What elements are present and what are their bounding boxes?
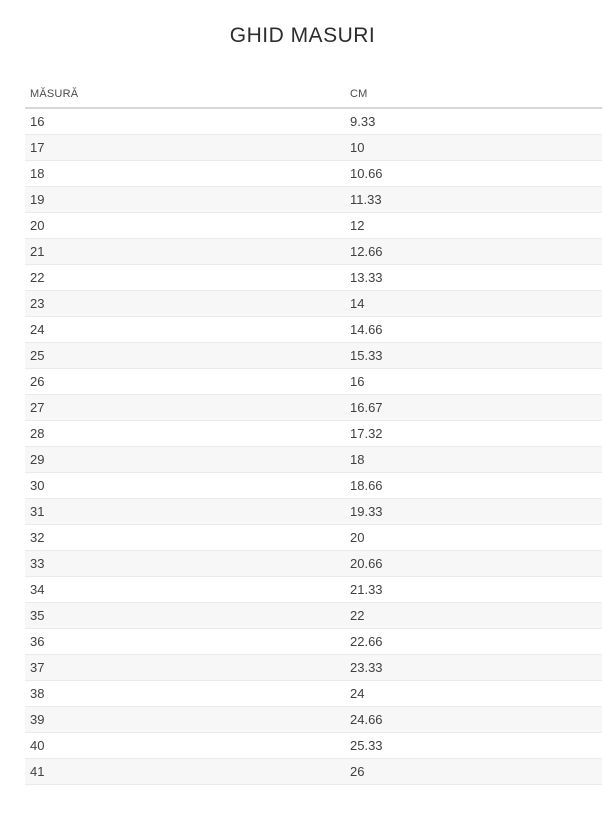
size-cell: 23: [25, 290, 345, 317]
size-guide-table-container: MĂSURĂ CM 16 9.33 17 10 18 10.66 19 11.33 20 12 21…: [25, 88, 602, 785]
size-cell: 31: [25, 498, 345, 525]
cm-cell: 18: [345, 446, 602, 473]
table-row: 17 10: [25, 134, 602, 161]
size-cell: 17: [25, 134, 345, 161]
size-cell: 36: [25, 628, 345, 655]
cm-cell: 17.32: [345, 420, 602, 447]
size-cell: 19: [25, 186, 345, 213]
size-cell: 26: [25, 368, 345, 395]
size-cell: 40: [25, 732, 345, 759]
table-body: 16 9.33 17 10 18 10.66 19 11.33 20 12 21 12.66 22 13.…: [25, 108, 602, 785]
size-cell: 39: [25, 706, 345, 733]
cm-cell: 24: [345, 680, 602, 707]
cm-cell: 22: [345, 602, 602, 629]
table-row: 19 11.33: [25, 186, 602, 213]
cm-cell: 19.33: [345, 498, 602, 525]
size-cell: 41: [25, 758, 345, 785]
table-row: 31 19.33: [25, 498, 602, 525]
cm-cell: 21.33: [345, 576, 602, 603]
cm-cell: 13.33: [345, 264, 602, 291]
table-row: 25 15.33: [25, 342, 602, 369]
size-cell: 37: [25, 654, 345, 681]
size-cell: 33: [25, 550, 345, 577]
size-cell: 35: [25, 602, 345, 629]
cm-cell: 14.66: [345, 316, 602, 343]
page-title: GHID MASURI: [229, 24, 376, 47]
table-row: 26 16: [25, 368, 602, 395]
size-cell: 28: [25, 420, 345, 447]
column-header-cm: CM: [345, 88, 602, 109]
table-row: 34 21.33: [25, 576, 602, 603]
table-row: 35 22: [25, 602, 602, 629]
cm-cell: 20.66: [345, 550, 602, 577]
table-row: 30 18.66: [25, 472, 602, 499]
table-row: 18 10.66: [25, 160, 602, 187]
cm-cell: 10.66: [345, 160, 602, 187]
table-row: 41 26: [25, 758, 602, 785]
size-cell: 18: [25, 160, 345, 187]
column-header-masura: MĂSURĂ: [25, 88, 345, 109]
cm-cell: 23.33: [345, 654, 602, 681]
cm-cell: 9.33: [345, 108, 602, 135]
cm-cell: 18.66: [345, 472, 602, 499]
cm-cell: 16.67: [345, 394, 602, 421]
cm-cell: 20: [345, 524, 602, 551]
table-row: 27 16.67: [25, 394, 602, 421]
table-row: 37 23.33: [25, 654, 602, 681]
cm-cell: 24.66: [345, 706, 602, 733]
table-row: 38 24: [25, 680, 602, 707]
cm-cell: 12: [345, 212, 602, 239]
table-row: 16 9.33: [25, 108, 602, 135]
table-row: 24 14.66: [25, 316, 602, 343]
size-cell: 27: [25, 394, 345, 421]
table-row: 32 20: [25, 524, 602, 551]
table-row: 20 12: [25, 212, 602, 239]
size-guide-table: MĂSURĂ CM 16 9.33 17 10 18 10.66 19 11.33 20 12 21…: [25, 88, 602, 785]
size-cell: 22: [25, 264, 345, 291]
cm-cell: 10: [345, 134, 602, 161]
size-cell: 25: [25, 342, 345, 369]
table-row: 39 24.66: [25, 706, 602, 733]
table-row: 29 18: [25, 446, 602, 473]
table-row: 36 22.66: [25, 628, 602, 655]
table-row: 22 13.33: [25, 264, 602, 291]
cm-cell: 11.33: [345, 186, 602, 213]
table-row: 21 12.66: [25, 238, 602, 265]
size-cell: 16: [25, 108, 345, 135]
cm-cell: 14: [345, 290, 602, 317]
table-header-row: MĂSURĂ CM: [25, 88, 602, 109]
size-cell: 32: [25, 524, 345, 551]
cm-cell: 12.66: [345, 238, 602, 265]
table-row: 23 14: [25, 290, 602, 317]
size-cell: 34: [25, 576, 345, 603]
table-row: 40 25.33: [25, 732, 602, 759]
size-cell: 29: [25, 446, 345, 473]
cm-cell: 22.66: [345, 628, 602, 655]
table-row: 28 17.32: [25, 420, 602, 447]
size-cell: 38: [25, 680, 345, 707]
size-cell: 20: [25, 212, 345, 239]
cm-cell: 25.33: [345, 732, 602, 759]
cm-cell: 15.33: [345, 342, 602, 369]
size-cell: 21: [25, 238, 345, 265]
cm-cell: 16: [345, 368, 602, 395]
cm-cell: 26: [345, 758, 602, 785]
size-cell: 24: [25, 316, 345, 343]
size-cell: 30: [25, 472, 345, 499]
table-row: 33 20.66: [25, 550, 602, 577]
